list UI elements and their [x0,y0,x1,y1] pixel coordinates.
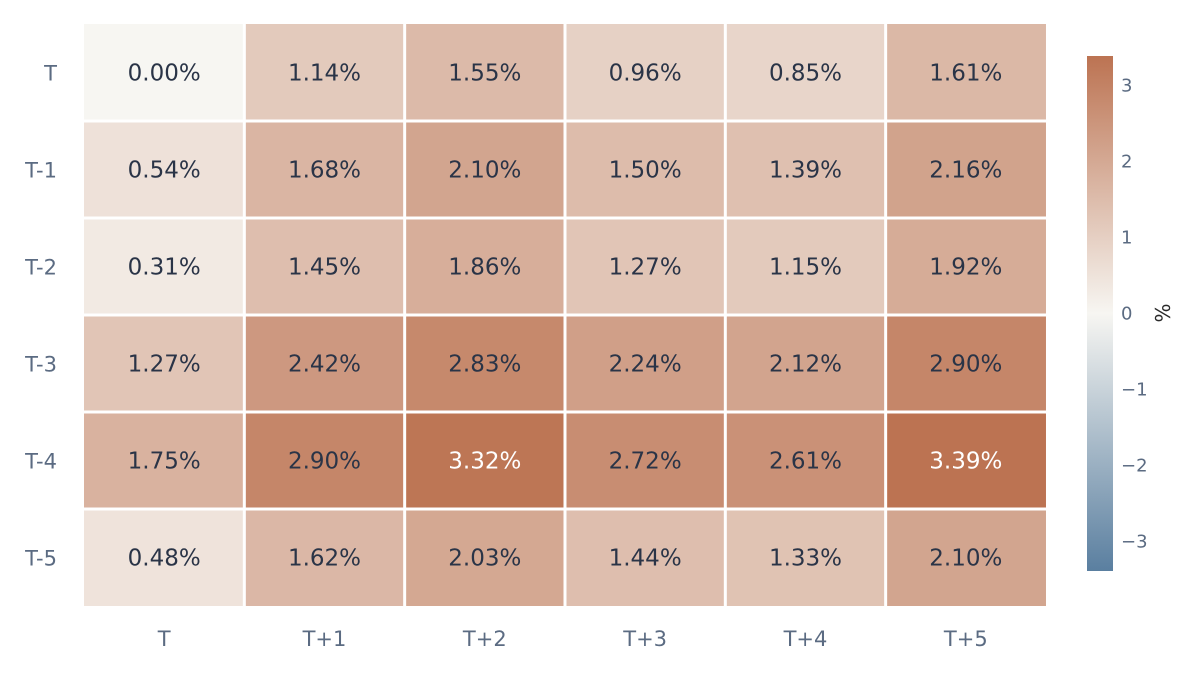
cell-value-label: 1.15% [769,255,842,281]
heatmap-cell [84,510,243,606]
x-tick-label: T [157,627,171,651]
y-tick-label: T-4 [24,450,57,474]
heatmap-cell [84,413,243,508]
x-tick-label: T+5 [943,627,988,651]
y-tick-label: T [43,62,57,86]
x-axis-ticks: T T+1 T+2 T+3 T+4 T+5 [157,627,988,651]
cell-value-label: 3.39% [929,449,1002,475]
cell-value-label: 1.86% [448,255,521,281]
heatmap-cell [566,122,724,217]
heatmap-cell [84,122,243,217]
heatmap-cell [245,219,404,314]
heatmap-cell [406,510,564,606]
cell-value-label: 1.33% [769,546,842,572]
heatmap-cell [726,413,885,508]
cell-value-label: 1.68% [288,158,361,184]
heatmap-cell [245,413,404,508]
heatmap-cell [566,219,724,314]
colorbar-tick-label: 0 [1121,304,1132,325]
heatmap-cell [245,510,404,606]
x-tick-label: T+2 [462,627,507,651]
heatmap-cell [887,219,1046,314]
cell-value-label: 1.61% [929,61,1002,87]
cell-value-label: 2.90% [929,352,1002,378]
heatmap-cell [406,316,564,411]
cell-value-label: 1.62% [288,546,361,572]
colorbar-tick-label: 1 [1121,228,1132,249]
cell-value-label: 3.32% [448,449,521,475]
heatmap-cell [566,510,724,606]
x-tick-label: T+4 [783,627,828,651]
heatmap-cell [84,316,243,411]
colorbar-tick-label: 3 [1121,76,1132,97]
y-tick-label: T-5 [24,547,57,571]
heatmap-cell [726,122,885,217]
cell-value-label: 1.14% [288,61,361,87]
y-tick-label: T-1 [24,159,57,183]
cell-value-label: 1.44% [609,546,682,572]
colorbar: 3 2 1 0 −1 −2 −3 % [1087,56,1175,571]
y-axis-ticks: T T-1 T-2 T-3 T-4 T-5 [24,62,57,571]
heatmap-cell [887,122,1046,217]
cell-value-label: 2.16% [929,158,1002,184]
colorbar-ticks: 3 2 1 0 −1 −2 −3 [1121,76,1148,553]
colorbar-tick-label: −1 [1121,379,1148,400]
heatmap-cell [887,316,1046,411]
cell-value-label: 0.31% [128,255,201,281]
y-tick-label: T-3 [24,353,57,377]
cell-value-label: 2.83% [448,352,521,378]
heatmap-cell [84,219,243,314]
cell-value-label: 1.45% [288,255,361,281]
colorbar-tick-label: −2 [1121,455,1148,476]
cell-value-label: 2.10% [448,158,521,184]
x-tick-label: T+3 [622,627,667,651]
cell-value-label: 1.50% [609,158,682,184]
heatmap-cell [84,24,243,120]
cell-value-label: 2.61% [769,449,842,475]
heatmap-cell [406,219,564,314]
cell-value-label: 1.92% [929,255,1002,281]
heatmap-cell [887,510,1046,606]
cell-value-label: 2.42% [288,352,361,378]
cell-value-label: 2.12% [769,352,842,378]
heatmap-cell [245,122,404,217]
colorbar-gradient [1087,56,1113,571]
cell-value-label: 2.90% [288,449,361,475]
cell-value-label: 0.85% [769,61,842,87]
cell-value-label: 0.54% [128,158,201,184]
cell-value-label: 0.00% [128,61,201,87]
cell-value-label: 2.72% [609,449,682,475]
cell-value-label: 2.03% [448,546,521,572]
heatmap-cell [566,316,724,411]
x-tick-label: T+1 [302,627,347,651]
heatmap-cell [566,24,724,120]
colorbar-tick-label: 2 [1121,152,1132,173]
cell-value-label: 1.27% [609,255,682,281]
heatmap-cell [406,24,564,120]
heatmap-cell [726,510,885,606]
cell-value-label: 1.75% [128,449,201,475]
cell-value-label: 1.39% [769,158,842,184]
heatmap-cell [726,24,885,120]
heatmap-cell [726,219,885,314]
y-tick-label: T-2 [24,256,57,280]
cell-value-label: 2.10% [929,546,1002,572]
cell-value-label: 1.55% [448,61,521,87]
cell-value-label: 0.96% [609,61,682,87]
colorbar-tick-label: −3 [1121,531,1148,552]
heatmap-cell [406,413,564,508]
heatmap-cell [406,122,564,217]
heatmap-cell [887,413,1046,508]
heatmap-cells: 0.00% 1.14% 1.55% 0.96% 0.85% 1.61% 0.54% 1.68%… [84,24,1046,606]
colorbar-title: % [1151,303,1175,322]
heatmap-cell [887,24,1046,120]
cell-value-label: 0.48% [128,546,201,572]
heatmap-cell [566,413,724,508]
heatmap-cell [245,316,404,411]
cell-value-label: 2.24% [609,352,682,378]
cell-value-label: 1.27% [128,352,201,378]
heatmap-cell [726,316,885,411]
heatmap-cell [245,24,404,120]
